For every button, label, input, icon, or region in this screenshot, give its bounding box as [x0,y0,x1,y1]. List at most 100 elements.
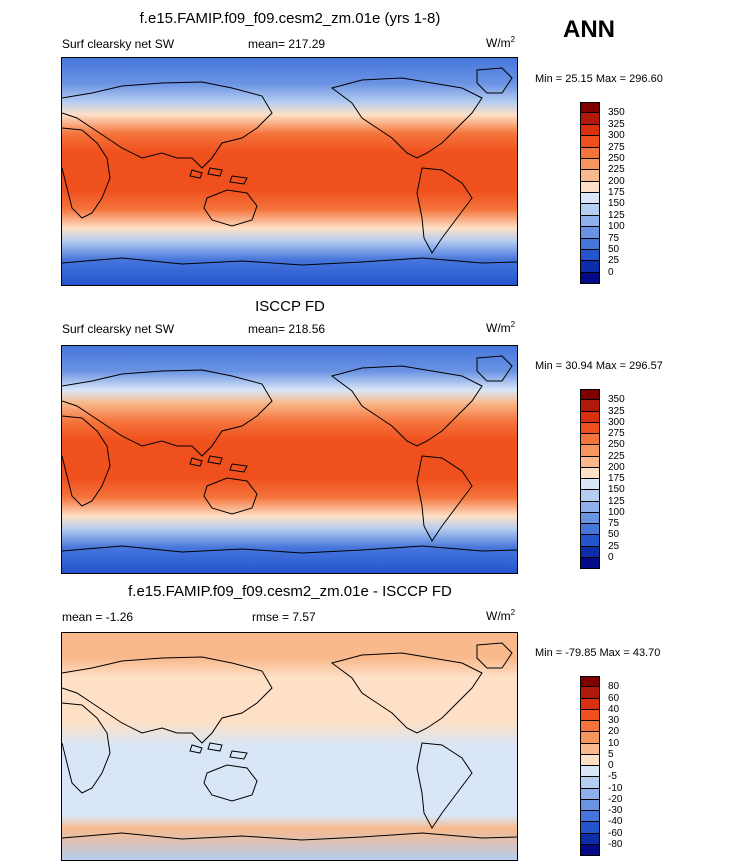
colorbar-label: 250 [608,152,625,164]
coastline-3 [330,77,483,159]
coastline-0 [62,369,273,457]
colorbar-cell [580,732,600,744]
coastline-3 [330,365,483,447]
colorbar-label: 5 [608,748,614,760]
coastline-5 [476,355,513,382]
colorbar-label: 75 [608,232,620,244]
colorbar-label: 350 [608,394,625,406]
colorbar-label: 50 [608,529,620,541]
coastline-7 [189,744,203,754]
colorbar-label: 225 [608,450,625,462]
coastline-9 [229,463,248,473]
coastline-8 [207,455,223,465]
colorbar-label: 10 [608,737,620,749]
colorbar-cell [580,501,600,513]
colorbar-label: -5 [608,771,617,783]
coastline-8 [207,742,223,752]
colorbar-cell [580,479,600,491]
panel3-mean-label: mean = -1.26 [62,610,134,624]
panel2-units: W/m2 [486,320,516,335]
colorbar-cell [580,709,600,721]
colorbar-cell [580,136,600,148]
colorbar-cell [580,261,600,273]
panel3-title: f.e15.FAMIP.f09_f09.cesm2_zm.01e - ISCCP… [128,583,452,600]
coastline-0 [62,656,273,744]
panel1-units: W/m2 [486,35,516,50]
colorbar-label: 125 [608,495,625,507]
panel2-title: ISCCP FD [255,298,325,315]
colorbar-label: 30 [608,715,620,726]
colorbar-label: 0 [608,760,614,771]
panel3-map-svg [62,633,517,860]
colorbar-cell [580,204,600,216]
colorbar-cell [580,698,600,710]
coastline-1 [62,127,111,219]
colorbar-label: 225 [608,164,625,176]
colorbar-label: 25 [608,540,620,552]
colorbar-label: -20 [608,793,623,805]
colorbar-frame [580,389,600,569]
coastline-9 [229,750,248,760]
coastline-7 [189,457,203,467]
panel3-minmax: Min = -79.85 Max = 43.70 [535,647,661,659]
colorbar-cell [580,193,600,205]
colorbar-label: 200 [608,461,625,473]
colorbar-cell [580,721,600,733]
coastline-4 [416,455,473,542]
colorbar-cell [580,687,600,699]
colorbar-frame [580,676,600,856]
panel3-rmse-label: rmse = 7.57 [252,610,316,624]
colorbar-label: 175 [608,187,625,198]
colorbar-cell [580,181,600,193]
coastline-2 [203,477,258,515]
colorbar-cell [580,788,600,800]
colorbar-label: 75 [608,518,620,529]
coastline-5 [476,642,513,669]
colorbar-cell [580,445,600,457]
colorbar-cell [580,777,600,789]
panel3-map [61,632,518,861]
map-field [62,633,517,860]
colorbar-cell [580,215,600,228]
colorbar-cell [580,227,600,239]
coastline-8 [207,167,223,177]
colorbar-cell [580,170,600,182]
colorbar-cell [580,833,600,845]
coastline-6 [62,832,517,841]
colorbar-label: 60 [608,692,620,704]
colorbar-cell [580,822,600,834]
colorbar-label: 100 [608,506,625,518]
panel1-title: f.e15.FAMIP.f09_f09.cesm2_zm.01e (yrs 1-… [139,10,441,27]
coastline-6 [62,257,517,266]
colorbar-cell [580,434,600,446]
colorbar-label: 80 [608,681,620,693]
panel2-minmax: Min = 30.94 Max = 296.57 [535,360,663,372]
colorbar-label: 100 [608,221,625,233]
colorbar-cell [580,158,600,171]
panel3-units: W/m2 [486,608,516,623]
colorbar-cell [580,238,600,250]
colorbar-cell [580,512,600,524]
coastline-2 [203,764,258,802]
colorbar-label: 40 [608,703,620,715]
colorbar-label: 250 [608,439,625,451]
colorbar-cell [580,102,600,114]
map-field [62,58,517,285]
colorbar-label: 175 [608,473,625,484]
panel2-variable-label: Surf clearsky net SW [62,322,175,336]
colorbar-cell [580,766,600,778]
colorbar-cell [580,249,600,262]
coastline-6 [62,545,517,554]
colorbar-cell [580,467,600,479]
colorbar-label: 300 [608,130,625,142]
colorbar-label: 0 [608,551,614,563]
coastline-2 [203,189,258,227]
colorbar-cell [580,743,600,755]
coastline-1 [62,702,111,794]
colorbar-cell [580,124,600,137]
season-label: ANN [563,16,615,43]
colorbar-cell [580,676,600,688]
colorbar-label: -80 [608,838,623,850]
colorbar-cell [580,422,600,434]
panel1-map [61,57,518,286]
